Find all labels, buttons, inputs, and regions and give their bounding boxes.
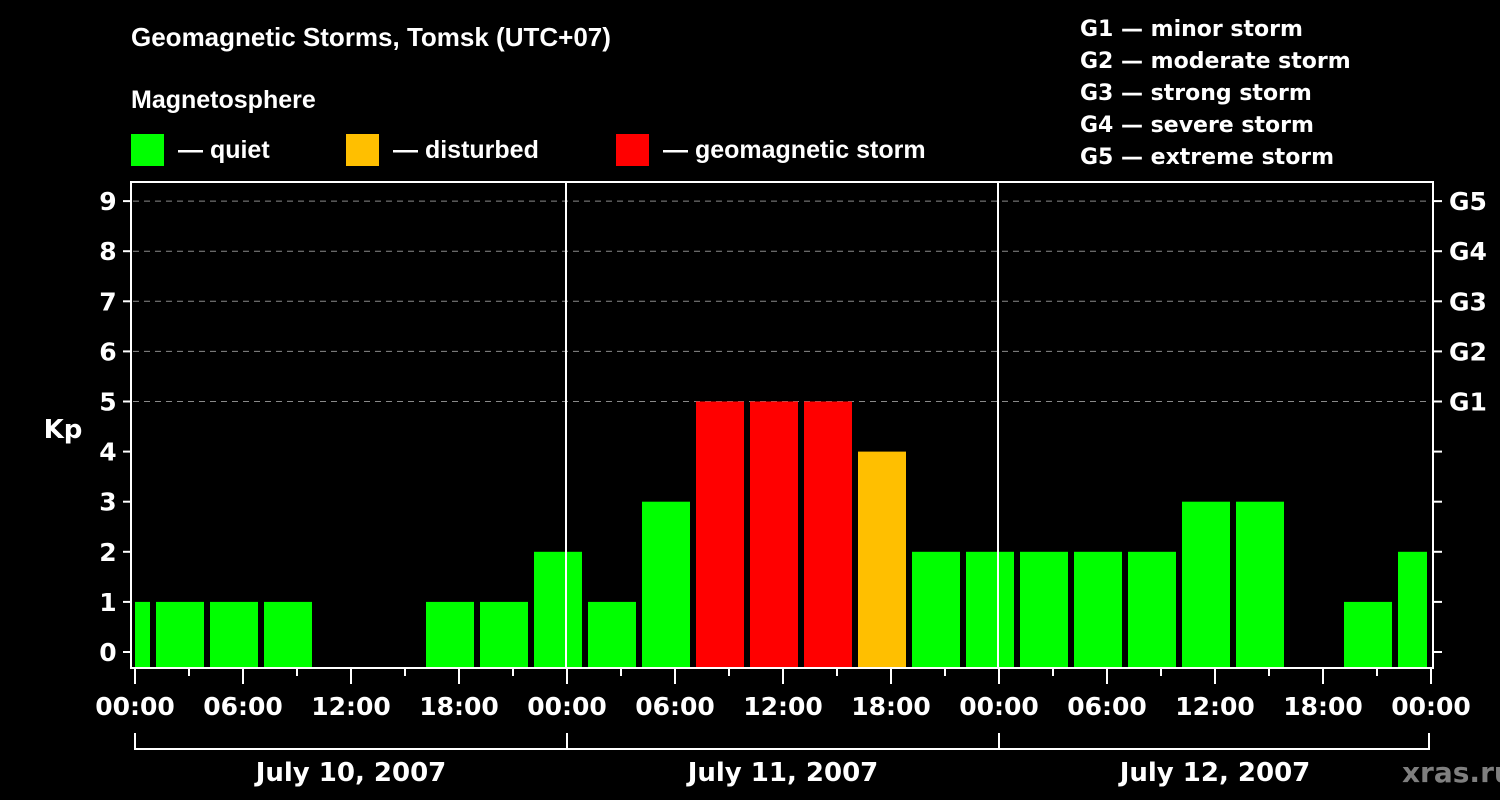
kp-bar [750,401,798,668]
x-tick-label: 18:00 [419,692,499,721]
axis-labels: 0 1 2 3 4 5 6 7 8 9 G1 G2 G3 G4 G5 Kp 00:00 06:00 12:00 18:… [44,187,1487,788]
y-tick-label: 5 [99,388,116,417]
kp-bar [426,601,474,668]
x-tick-label: 12:00 [1175,692,1255,721]
kp-bar [1020,551,1068,668]
y2-tick-label: G5 [1449,187,1487,216]
y-tick-label: 4 [99,438,116,467]
y-tick-label: 7 [99,287,116,316]
legend-swatch-storm [616,134,649,166]
x-tick-label: 00:00 [959,692,1039,721]
kp-bar [642,501,690,668]
scale-item-g5: G5 — extreme storm [1080,145,1335,170]
x-tick-label: 12:00 [311,692,391,721]
kp-bar [1344,601,1392,668]
kp-bar [534,551,582,668]
x-tick-label: 12:00 [743,692,823,721]
kp-bar [135,601,150,668]
kp-bar [588,601,636,668]
kp-bar [480,601,528,668]
legend-item-quiet: — quiet [131,133,270,167]
y-tick-label: 0 [99,638,116,667]
x-tick-label: 18:00 [851,692,931,721]
kp-bar [912,551,960,668]
x-tick-label: 00:00 [1391,692,1471,721]
axes [123,181,1442,750]
y-tick-label: 6 [99,337,116,366]
x-tick-label: 00:00 [527,692,607,721]
y2-tick-label: G4 [1449,237,1487,266]
chart-subtitle: Magnetosphere [131,86,316,114]
kp-bar [1236,501,1284,668]
legend-item-disturbed: — disturbed [346,133,539,167]
day-label: July 10, 2007 [254,758,447,788]
day-label: July 11, 2007 [686,758,879,788]
y2-tick-label: G1 [1449,388,1487,417]
x-tick-label: 18:00 [1283,692,1363,721]
x-tick-label: 06:00 [635,692,715,721]
day-label: July 12, 2007 [1118,758,1311,788]
x-tick-label: 00:00 [95,692,175,721]
kp-bar [1128,551,1176,668]
y-tick-label: 3 [99,488,116,517]
kp-bar [858,451,906,668]
watermark: xras.ru [1402,756,1500,789]
kp-bar [1398,551,1427,668]
kp-bar [1182,501,1230,668]
scale-item-g2: G2 — moderate storm [1080,49,1351,74]
kp-bar [804,401,852,668]
legend-swatch-quiet [131,134,164,166]
legend-swatch-disturbed [346,134,379,166]
scale-item-g4: G4 — severe storm [1080,113,1314,138]
x-tick-label: 06:00 [1067,692,1147,721]
y-tick-label: 8 [99,237,116,266]
kp-bar [210,601,258,668]
y-tick-label: 1 [99,588,116,617]
x-tick-label: 06:00 [203,692,283,721]
legend-item-storm: — geomagnetic storm [616,133,926,167]
scale-item-g3: G3 — strong storm [1080,81,1312,106]
kp-bar [966,551,1014,668]
chart-title: Geomagnetic Storms, Tomsk (UTC+07) [131,22,611,52]
y2-tick-label: G3 [1449,287,1487,316]
grid-lines [133,200,1431,402]
kp-bar [1074,551,1122,668]
legend-label: — quiet [178,135,270,164]
bars [135,401,1427,668]
kp-bar [696,401,744,668]
scale-item-g1: G1 — minor storm [1080,17,1303,42]
y2-tick-label: G2 [1449,337,1487,366]
y-axis-label: Kp [44,415,83,445]
kp-bar [156,601,204,668]
kp-bar [264,601,312,668]
plot-frame [130,181,1434,669]
y-tick-label: 9 [99,187,116,216]
legend-label: — geomagnetic storm [663,135,926,164]
y-tick-label: 2 [99,538,116,567]
storm-scale-legend: G1 — minor storm G2 — moderate storm G3 … [1080,14,1351,174]
legend-label: — disturbed [393,135,539,164]
